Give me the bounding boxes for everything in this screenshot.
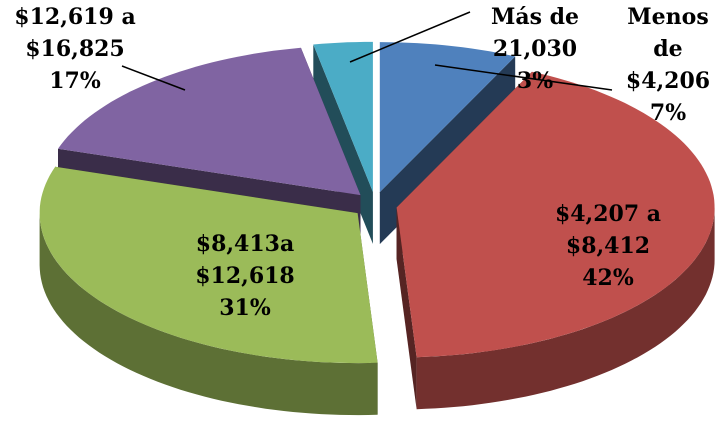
category-label: Menos de $4,206	[626, 4, 710, 94]
slice	[396, 71, 715, 410]
slice-side	[39, 213, 378, 416]
category-label: $8,413a $12,618	[195, 231, 295, 289]
slice-wall	[396, 207, 417, 410]
slice-top	[379, 42, 516, 193]
value-label: 31%	[219, 295, 271, 321]
value-label: 3%	[517, 68, 553, 94]
category-label: Más de 21,030	[491, 4, 579, 62]
category-label: $12,619 a $16,825	[14, 4, 135, 62]
slice-top	[58, 47, 361, 196]
value-label: 42%	[582, 265, 634, 291]
slice-top	[313, 41, 373, 192]
value-label: 17%	[49, 68, 101, 94]
category-label: $4,207 a $8,412	[555, 201, 661, 259]
slice-top	[39, 166, 378, 364]
slice-top	[396, 71, 715, 358]
value-label: 7%	[650, 100, 686, 126]
leader-line	[349, 11, 471, 63]
leader-line	[121, 65, 186, 91]
leader-line	[434, 64, 613, 91]
slice	[39, 166, 378, 416]
slice-side	[416, 207, 715, 410]
